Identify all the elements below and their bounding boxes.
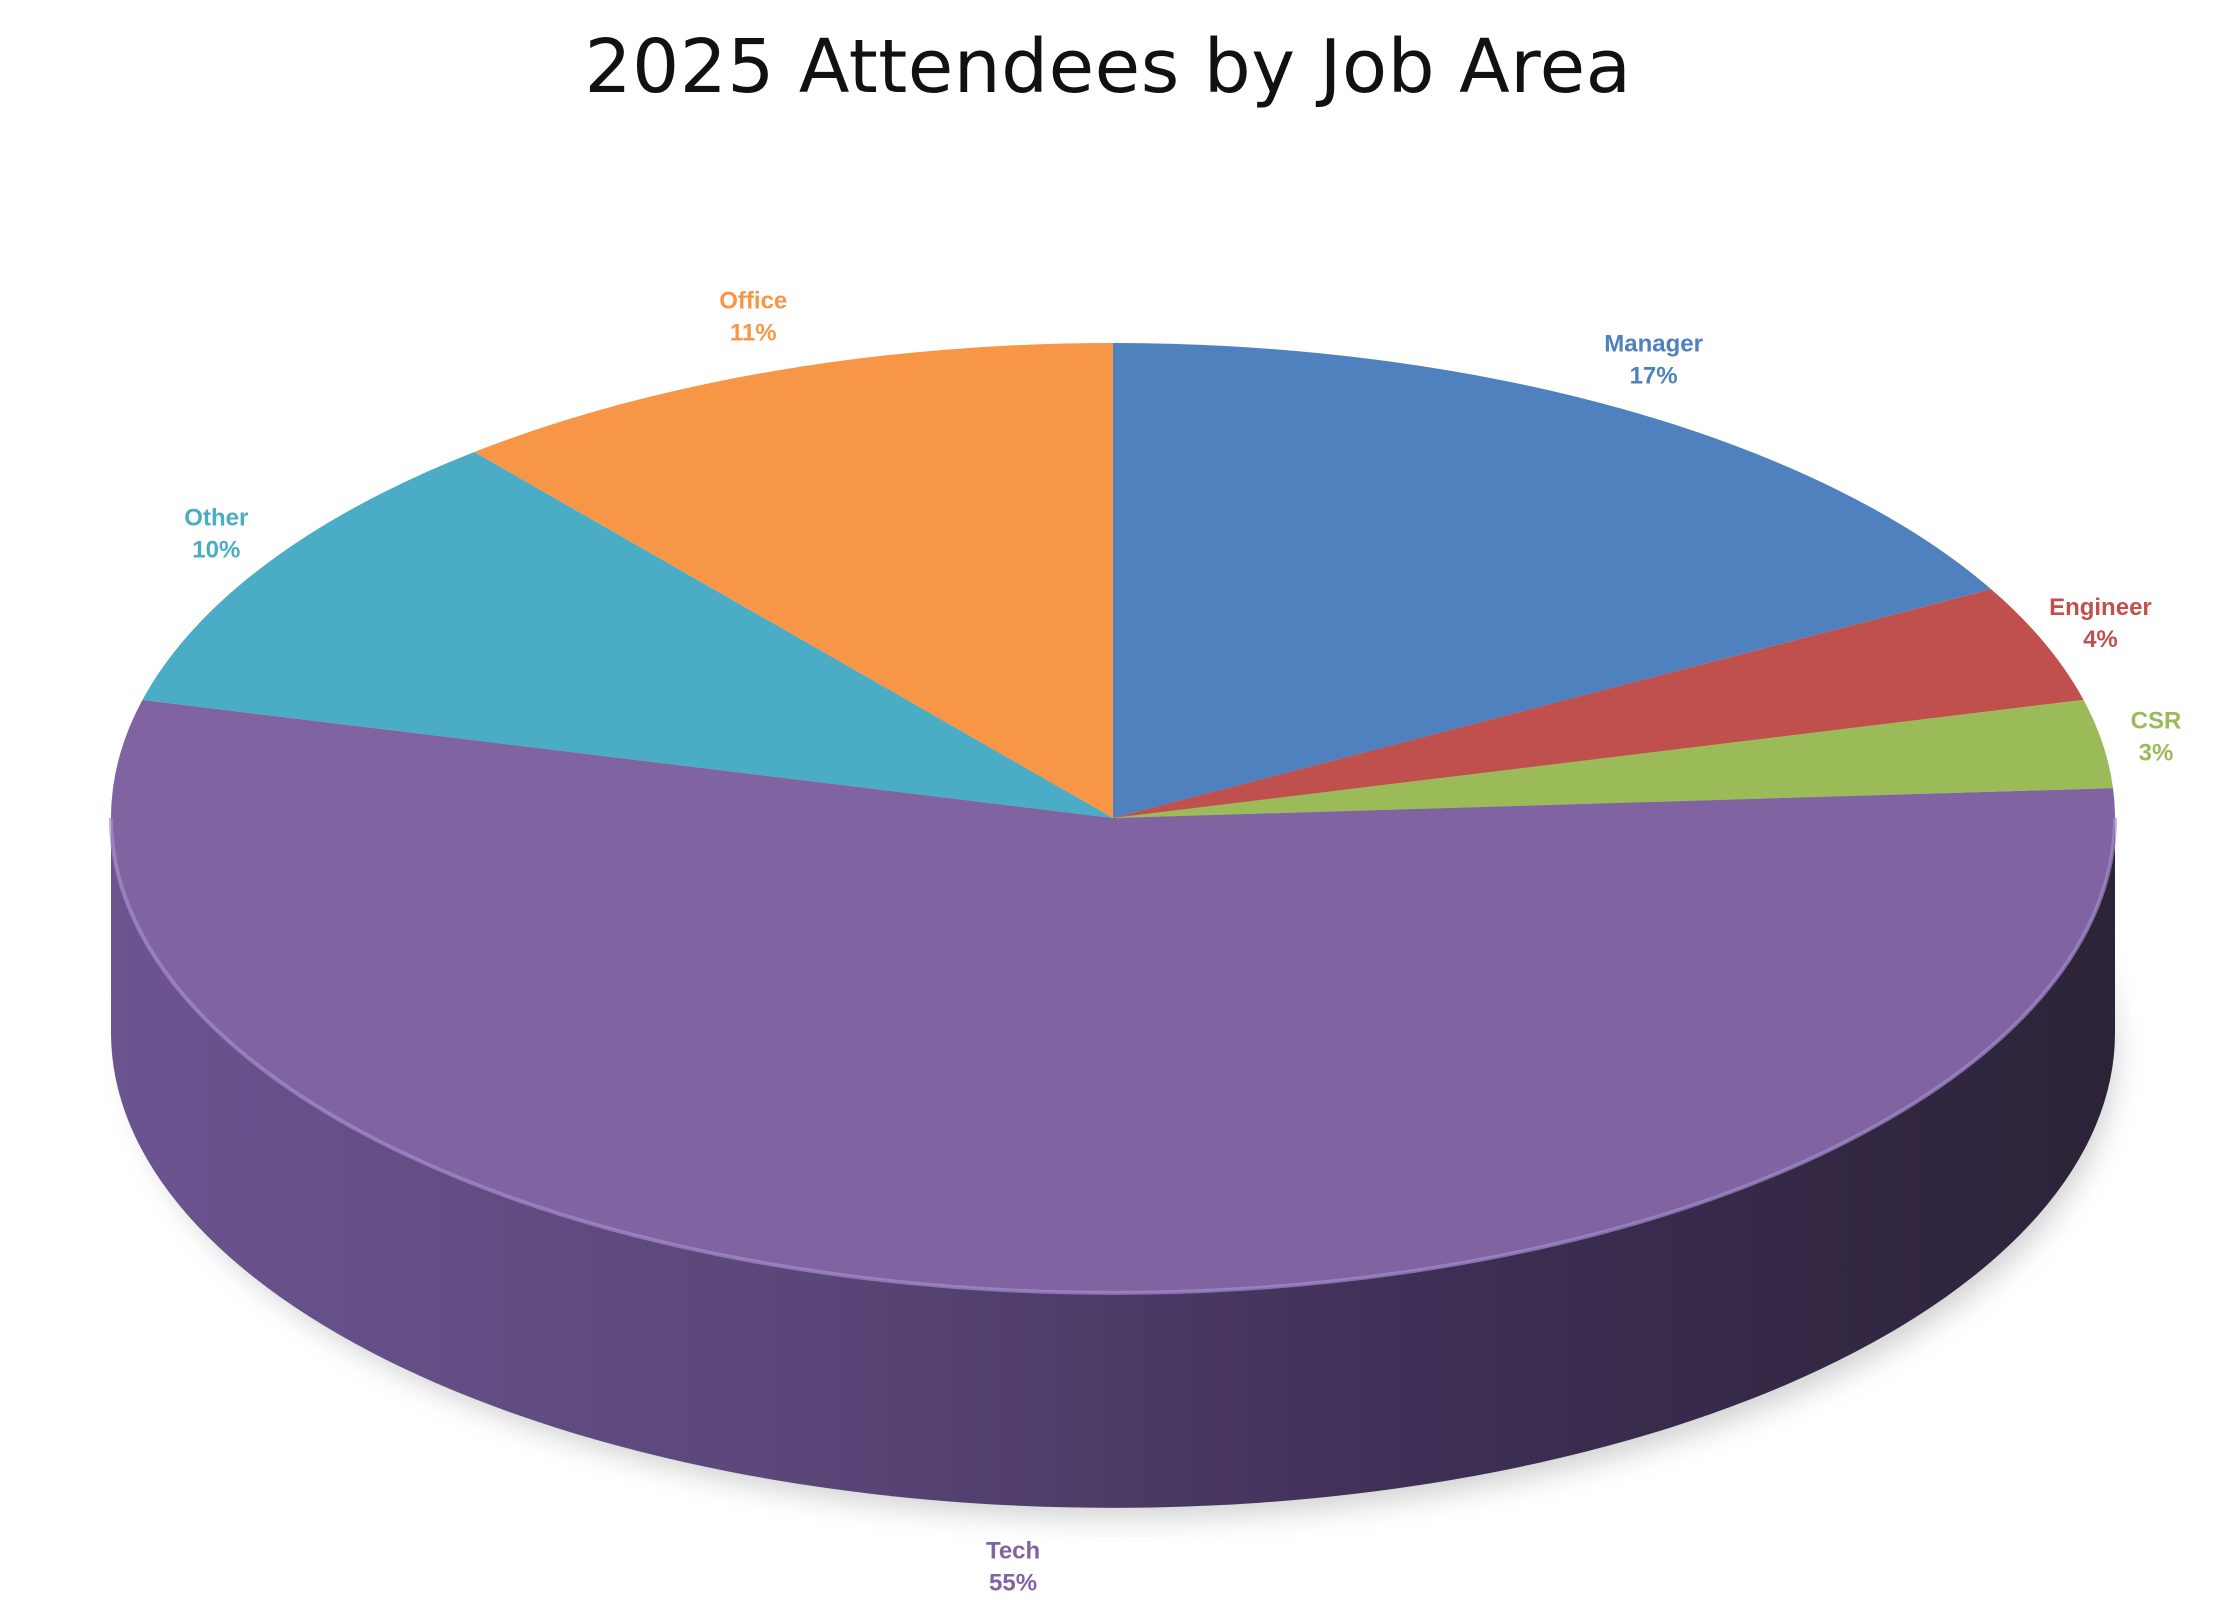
slice-category-label: Other — [184, 504, 248, 531]
chart-title: 2025 Attendees by Job Area — [584, 24, 1632, 110]
pie-slice-csr — [1113, 699, 2114, 818]
pie-slice-tech — [110, 699, 2115, 1294]
pie-labels: Manager 17% Engineer 4% CSR 3% Tech 55% Other 10%… — [184, 288, 2181, 1597]
pie-slice-other — [142, 452, 1114, 818]
slice-category-label: CSR — [2131, 707, 2182, 734]
pie-slice-office — [474, 343, 1113, 818]
slice-percent-label: 3% — [2139, 739, 2174, 766]
data-label-engineer: Engineer 4% — [2049, 594, 2152, 653]
data-label-tech: Tech 55% — [986, 1538, 1040, 1597]
data-label-manager: Manager 17% — [1604, 331, 1703, 390]
pie-slice-manager — [1113, 343, 1992, 818]
pie-slices — [109, 343, 2117, 1295]
pie-side — [111, 818, 2115, 1508]
pie-slice-engineer — [1113, 589, 2084, 818]
pie-rim-highlight — [109, 817, 2117, 1295]
data-label-office: Office 11% — [719, 288, 787, 347]
slice-category-label: Office — [719, 288, 787, 315]
slice-percent-label: 10% — [192, 536, 240, 563]
slice-category-label: Tech — [986, 1538, 1040, 1565]
slice-percent-label: 55% — [989, 1570, 1037, 1597]
pie-side-wall — [111, 818, 2115, 1508]
data-label-csr: CSR 3% — [2131, 707, 2182, 766]
slice-percent-label: 17% — [1630, 363, 1678, 390]
slice-percent-label: 4% — [2083, 626, 2118, 653]
slice-category-label: Engineer — [2049, 594, 2152, 621]
slice-category-label: Manager — [1604, 331, 1703, 358]
slice-percent-label: 11% — [730, 320, 777, 347]
data-label-other: Other 10% — [184, 504, 248, 563]
